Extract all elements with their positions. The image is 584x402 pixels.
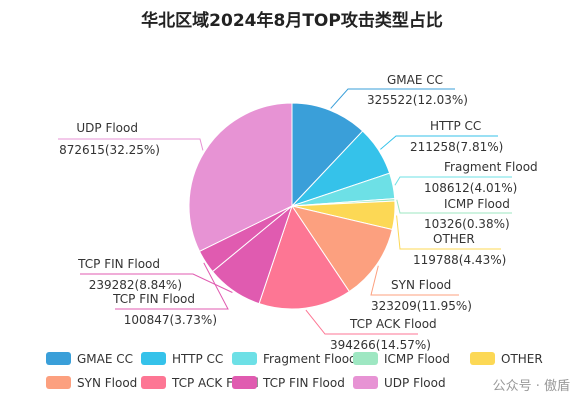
legend-swatch-icmp-flood: [353, 352, 378, 365]
leader-line-5: [370, 265, 459, 296]
pie-slice-udp-flood-9: [188, 102, 293, 252]
legend-swatch-udp-flood: [353, 376, 378, 389]
legend-swatch-syn-flood: [46, 376, 71, 389]
watermark: 公众号 · 傲盾: [492, 379, 570, 394]
legend-label-icmp-flood: ICMP Flood: [384, 352, 450, 366]
pie-slices: [188, 102, 396, 310]
leader-line-8: [115, 262, 229, 310]
pie-slice-tcp-ack-flood-6: [258, 204, 351, 310]
legend: GMAE CC HTTP CC Fragment Flood ICMP Flood OT…: [46, 352, 543, 390]
slice-label-name-9: UDP Flood: [76, 121, 138, 135]
slice-label-value-9: 872615(32.25%): [59, 143, 160, 157]
slice-label-value-5: 323209(11.95%): [371, 299, 472, 313]
legend-swatch-other: [470, 352, 495, 365]
slice-label-value-4: 119788(4.43%): [413, 253, 506, 267]
legend-swatch-gmae-cc: [46, 352, 71, 365]
slice-label-name-2: Fragment Flood: [444, 160, 538, 174]
legend-swatch-tcp-fin-flood: [232, 376, 257, 389]
legend-label-fragment-flood: Fragment Flood: [263, 352, 357, 366]
legend-label-udp-flood: UDP Flood: [384, 376, 446, 390]
slice-label-value-0: 325522(12.03%): [367, 93, 468, 107]
slice-label-name-6: TCP ACK Flood: [349, 317, 437, 331]
slice-labels: GMAE CC 325522(12.03%) HTTP CC 211258(7.81%…: [59, 73, 538, 352]
slice-label-name-8: TCP FIN Flood: [112, 292, 195, 306]
slice-label-value-3: 10326(0.38%): [424, 217, 510, 231]
slice-label-value-1: 211258(7.81%): [410, 140, 503, 154]
leader-line-9: [58, 138, 204, 151]
leader-line-2: [394, 176, 512, 186]
slice-label-value-8: 100847(3.73%): [124, 313, 217, 327]
pie-slice-syn-flood-5: [290, 205, 393, 293]
slice-label-name-3: ICMP Flood: [444, 197, 510, 211]
slice-label-name-1: HTTP CC: [430, 119, 481, 133]
slice-label-name-4: OTHER: [433, 232, 475, 246]
slice-label-name-7: TCP FIN Flood: [77, 257, 160, 271]
legend-swatch-fragment-flood: [232, 352, 257, 365]
pie-slice-gmae-cc-0: [291, 102, 364, 208]
legend-label-http-cc: HTTP CC: [172, 352, 223, 366]
legend-swatch-http-cc: [141, 352, 166, 365]
legend-swatch-tcp-ack-flood: [141, 376, 166, 389]
leader-line-4: [396, 215, 501, 250]
legend-label-other: OTHER: [501, 352, 543, 366]
chart-title: 华北区域2024年8月TOP攻击类型占比: [141, 10, 443, 31]
leader-line-7: [80, 273, 233, 293]
leader-line-6: [305, 309, 418, 335]
leader-line-3: [396, 199, 512, 214]
leader-line-1: [380, 135, 498, 150]
legend-label-syn-flood: SYN Flood: [77, 376, 137, 390]
label-leader-lines: [58, 88, 512, 335]
slice-label-value-6: 394266(14.57%): [330, 338, 431, 352]
slice-label-value-2: 108612(4.01%): [424, 181, 517, 195]
slice-label-name-5: SYN Flood: [391, 278, 451, 292]
legend-label-tcp-fin-flood: TCP FIN Flood: [262, 376, 345, 390]
slice-label-name-0: GMAE CC: [387, 73, 443, 87]
legend-label-gmae-cc: GMAE CC: [77, 352, 133, 366]
slice-label-value-7: 239282(8.84%): [89, 278, 182, 292]
leader-line-0: [330, 88, 455, 109]
